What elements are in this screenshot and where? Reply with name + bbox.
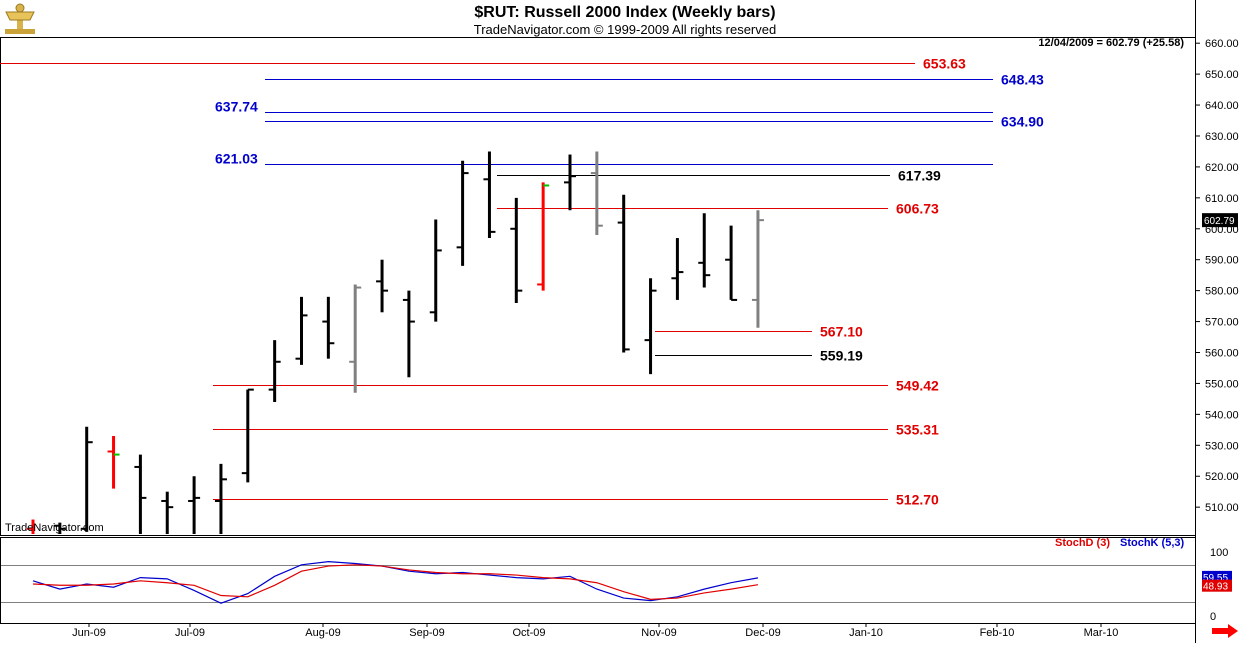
x-tick-label: Oct-09 <box>512 627 545 639</box>
stochd-last-tag <box>1202 579 1232 592</box>
y-tick-label: 560.00 <box>1205 348 1239 360</box>
x-tick-label: Jan-10 <box>849 627 883 639</box>
level-label: 512.70 <box>896 492 939 508</box>
y-tick-label: 630.00 <box>1205 131 1239 143</box>
level-label: 634.90 <box>1001 114 1044 130</box>
stochk-line <box>32 560 759 604</box>
price-readout: 12/04/2009 = 602.79 (+25.58) <box>1038 37 1184 49</box>
y-tick-label: 570.00 <box>1205 317 1239 329</box>
stochd-line <box>32 564 759 600</box>
y-tick-label: 540.00 <box>1205 409 1239 421</box>
level-label: 559.19 <box>820 348 863 364</box>
stoch-tick-label: 0 <box>1210 611 1216 623</box>
trade-navigator-logo-icon <box>2 2 38 36</box>
x-tick-label: Jun-09 <box>72 627 106 639</box>
stochk-legend: StochK (5,3) <box>1120 537 1185 549</box>
y-tick-label: 620.00 <box>1205 162 1239 174</box>
level-label: 621.03 <box>215 151 258 167</box>
chart-subtitle: TradeNavigator.com © 1999-2009 All right… <box>473 22 777 37</box>
level-label: 617.39 <box>898 168 941 184</box>
stochd-last-label: 48.93 <box>1203 582 1228 593</box>
y-tick-label: 550.00 <box>1205 378 1239 390</box>
stochk-last-label: 59.55 <box>1203 573 1228 584</box>
last-price-label: 602.79 <box>1204 216 1235 227</box>
x-tick-label: Jul-09 <box>175 627 205 639</box>
scroll-right-arrow-icon[interactable] <box>1210 623 1240 639</box>
y-tick-label: 660.00 <box>1205 38 1239 50</box>
x-tick-label: Nov-09 <box>641 627 676 639</box>
y-tick-label: 590.00 <box>1205 255 1239 267</box>
y-tick-label: 520.00 <box>1205 471 1239 483</box>
y-tick-label: 650.00 <box>1205 69 1239 81</box>
level-label: 606.73 <box>896 201 939 217</box>
y-tick-label: 510.00 <box>1205 502 1239 514</box>
chart-title: $RUT: Russell 2000 Index (Weekly bars) <box>474 4 776 21</box>
last-price-tag <box>1202 213 1238 228</box>
x-tick-label: Feb-10 <box>980 627 1015 639</box>
level-label: 637.74 <box>215 99 258 115</box>
stochd-legend: StochD (3) <box>1055 537 1110 549</box>
stoch-tick-label: 100 <box>1210 547 1228 559</box>
y-tick-label: 580.00 <box>1205 286 1239 298</box>
x-tick-label: Mar-10 <box>1084 627 1119 639</box>
x-tick-label: Dec-09 <box>745 627 780 639</box>
x-tick-label: Aug-09 <box>305 627 340 639</box>
stochastic-panel <box>0 537 1196 624</box>
level-label: 567.10 <box>820 324 863 340</box>
level-label: 648.43 <box>1001 72 1044 88</box>
y-tick-label: 610.00 <box>1205 193 1239 205</box>
watermark: TradeNavigator.com <box>5 522 104 534</box>
y-tick-label: 530.00 <box>1205 440 1239 452</box>
level-label: 653.63 <box>923 56 966 72</box>
level-label: 535.31 <box>896 422 939 438</box>
level-label: 549.42 <box>896 378 939 394</box>
y-tick-label: 640.00 <box>1205 100 1239 112</box>
x-tick-label: Sep-09 <box>409 627 444 639</box>
